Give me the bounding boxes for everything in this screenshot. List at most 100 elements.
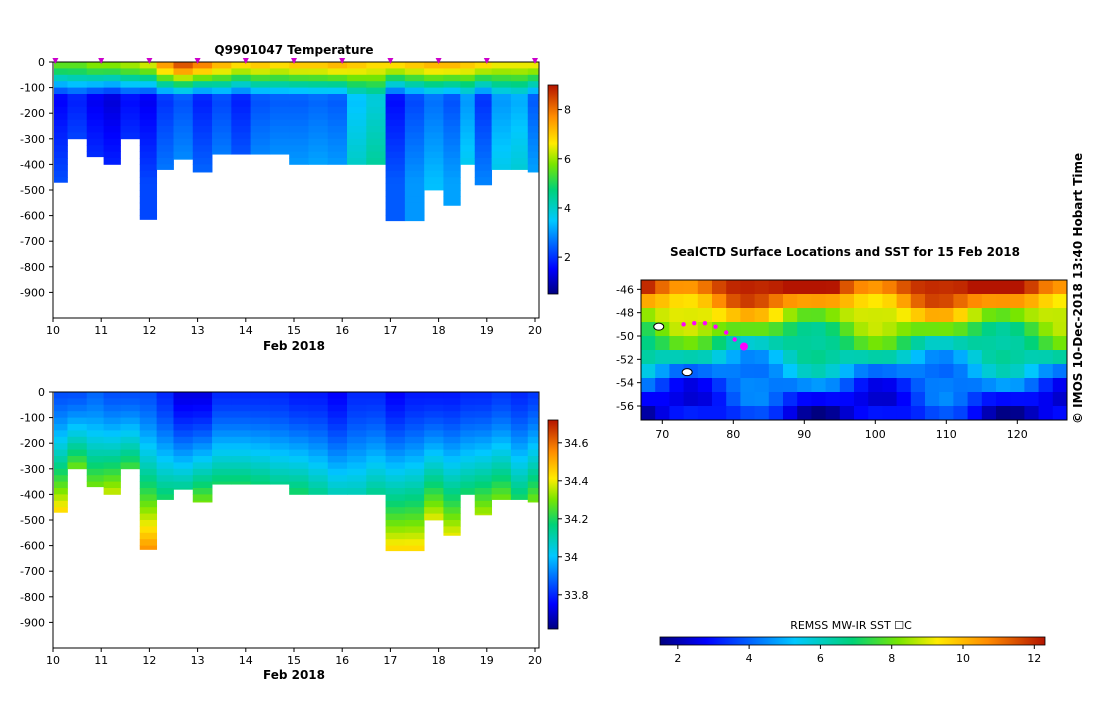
y-tick-label: -600 — [20, 540, 45, 553]
temperature-depth-cell — [474, 113, 493, 120]
temperature-depth-cell — [192, 138, 213, 146]
y-tick-label: -700 — [20, 565, 45, 578]
temperature-depth-cell — [308, 126, 329, 133]
temperature-depth-cell — [347, 119, 367, 127]
salinity-depth-cell — [424, 475, 444, 482]
sst-cell — [641, 350, 656, 365]
salinity-depth-cell — [54, 507, 68, 513]
temperature-depth-cell — [156, 81, 174, 88]
salinity-depth-cell — [474, 398, 493, 406]
temperature-depth-cell — [347, 106, 367, 114]
salinity-depth-cell — [173, 417, 194, 425]
salinity-depth-cell — [212, 398, 232, 406]
salinity-depth-cell — [120, 411, 141, 418]
temperature-depth-cell — [250, 94, 271, 101]
salinity-depth-cell — [404, 436, 425, 444]
temperature-depth-cell — [103, 132, 121, 140]
temperature-depth-cell — [103, 151, 121, 159]
temperature-depth-cell — [139, 94, 158, 101]
temperature-depth-cell — [54, 145, 68, 152]
sst-cell — [868, 322, 883, 337]
temperature-depth-cell — [192, 74, 213, 82]
temperature-depth-cell — [103, 100, 121, 108]
temperature-profile-column — [54, 62, 68, 183]
temperature-depth-cell — [443, 119, 461, 127]
sst-cell — [981, 280, 997, 295]
sst-cell — [811, 406, 827, 420]
x-tick-label: 20 — [528, 324, 542, 337]
sst-cell — [1024, 364, 1040, 379]
sst-cell — [768, 280, 784, 295]
salinity-depth-cell — [491, 392, 512, 399]
sst-colorbar — [659, 636, 1046, 646]
sst-cell — [783, 294, 798, 309]
salinity-depth-cell — [385, 475, 406, 482]
salinity-depth-cell — [385, 520, 406, 527]
salinity-depth-cell — [527, 430, 539, 438]
temperature-depth-cell — [527, 94, 539, 101]
temperature-depth-cell — [366, 94, 386, 101]
sst-cell — [669, 406, 685, 420]
temperature-depth-cell — [54, 158, 68, 165]
salinity-depth-cell — [231, 436, 252, 444]
salinity-depth-cell — [443, 462, 461, 470]
salinity-profile-column — [347, 392, 367, 495]
profile-marker — [387, 58, 394, 64]
temperature-depth-cell — [347, 158, 367, 165]
salinity-depth-cell — [385, 456, 406, 463]
salinity-depth-cell — [327, 430, 348, 438]
sst-cell — [797, 364, 812, 379]
salinity-depth-cell — [474, 436, 493, 444]
sst-cell — [825, 406, 841, 420]
salinity-depth-cell — [269, 436, 290, 444]
salinity-depth-cell — [289, 424, 309, 431]
salinity-depth-cell — [212, 456, 232, 463]
temperature-depth-cell — [327, 158, 348, 165]
temperature-depth-cell — [443, 74, 461, 82]
salinity-depth-cell — [289, 481, 309, 489]
temperature-depth-cell — [366, 74, 386, 82]
temperature-depth-cell — [443, 94, 461, 101]
temperature-depth-cell — [460, 106, 476, 114]
temperature-depth-cell — [86, 68, 105, 76]
sst-cell — [768, 364, 784, 379]
sst-cell — [1038, 308, 1054, 323]
sst-cell — [1038, 294, 1054, 309]
sst-cell — [768, 392, 784, 407]
temperature-depth-cell — [103, 87, 121, 95]
sst-cell — [925, 322, 940, 337]
temperature-depth-cell — [54, 87, 68, 95]
temperature-depth-cell — [156, 132, 174, 140]
salinity-depth-cell — [156, 411, 174, 418]
salinity-depth-cell — [347, 462, 367, 470]
salinity-depth-cell — [212, 424, 232, 431]
sst-cell — [825, 322, 841, 337]
salinity-depth-cell — [385, 443, 406, 450]
temperature-depth-cell — [231, 151, 252, 155]
map-y-tick-label: -46 — [616, 283, 634, 296]
salinity-depth-cell — [366, 436, 386, 444]
temperature-depth-cell — [231, 106, 252, 114]
salinity-depth-cell — [491, 404, 512, 412]
salinity-depth-cell — [269, 392, 290, 399]
salinity-depth-cell — [385, 526, 406, 534]
temperature-depth-cell — [54, 94, 68, 101]
sst-cell — [1010, 294, 1025, 309]
temperature-depth-cell — [527, 164, 539, 172]
sst-cell — [641, 308, 656, 323]
salinity-depth-cell — [491, 456, 512, 463]
salinity-depth-cell — [192, 404, 213, 412]
salinity-depth-cell — [54, 398, 68, 406]
sst-cell — [797, 392, 812, 407]
temperature-depth-cell — [404, 74, 425, 82]
sst-cell — [953, 280, 969, 295]
salinity-depth-cell — [156, 424, 174, 431]
salinity-depth-cell — [510, 475, 529, 482]
salinity-depth-cell — [404, 475, 425, 482]
temperature-depth-cell — [491, 106, 512, 114]
sst-cell — [797, 336, 812, 351]
sst-cell — [939, 322, 954, 337]
salinity-depth-cell — [269, 456, 290, 463]
x-tick-label: 16 — [335, 324, 349, 337]
temperature-depth-cell — [308, 62, 329, 69]
